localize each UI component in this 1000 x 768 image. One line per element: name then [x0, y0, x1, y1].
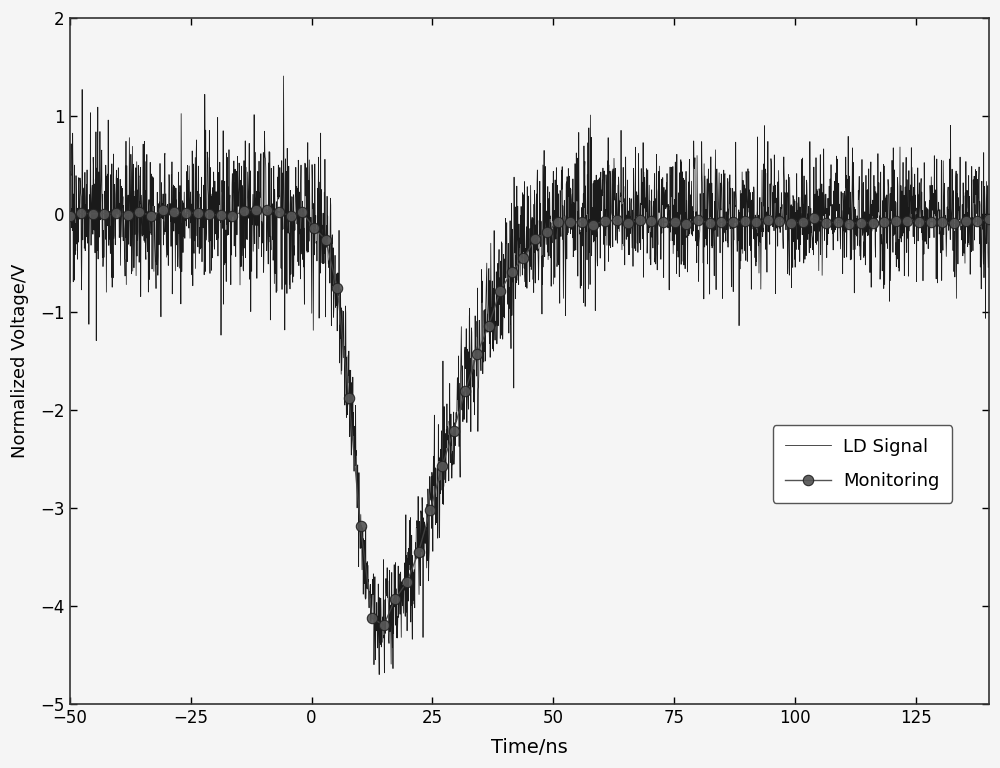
LD Signal	[373, 670, 385, 679]
LD Signal	[64, 199, 76, 208]
LD Signal	[457, 361, 469, 370]
LD Signal	[983, 238, 995, 247]
Monitoring	[494, 286, 506, 296]
LD Signal	[278, 71, 290, 81]
Monitoring	[378, 621, 390, 630]
Monitoring	[250, 205, 262, 214]
Y-axis label: Normalized Voltage/V: Normalized Voltage/V	[11, 264, 29, 458]
Monitoring	[680, 220, 692, 229]
LD Signal	[168, 182, 180, 191]
Monitoring	[901, 217, 913, 226]
LD Signal	[223, 145, 235, 154]
Monitoring	[64, 211, 76, 220]
Legend: LD Signal, Monitoring: LD Signal, Monitoring	[773, 425, 952, 502]
Monitoring	[715, 217, 727, 227]
Line: LD Signal: LD Signal	[70, 76, 989, 674]
LD Signal	[866, 208, 878, 217]
X-axis label: Time/ns: Time/ns	[491, 738, 568, 757]
Monitoring	[983, 215, 995, 224]
Line: Monitoring: Monitoring	[64, 205, 994, 631]
LD Signal	[417, 559, 429, 568]
Monitoring	[634, 215, 646, 224]
Monitoring	[645, 217, 657, 226]
LD Signal	[965, 247, 977, 257]
